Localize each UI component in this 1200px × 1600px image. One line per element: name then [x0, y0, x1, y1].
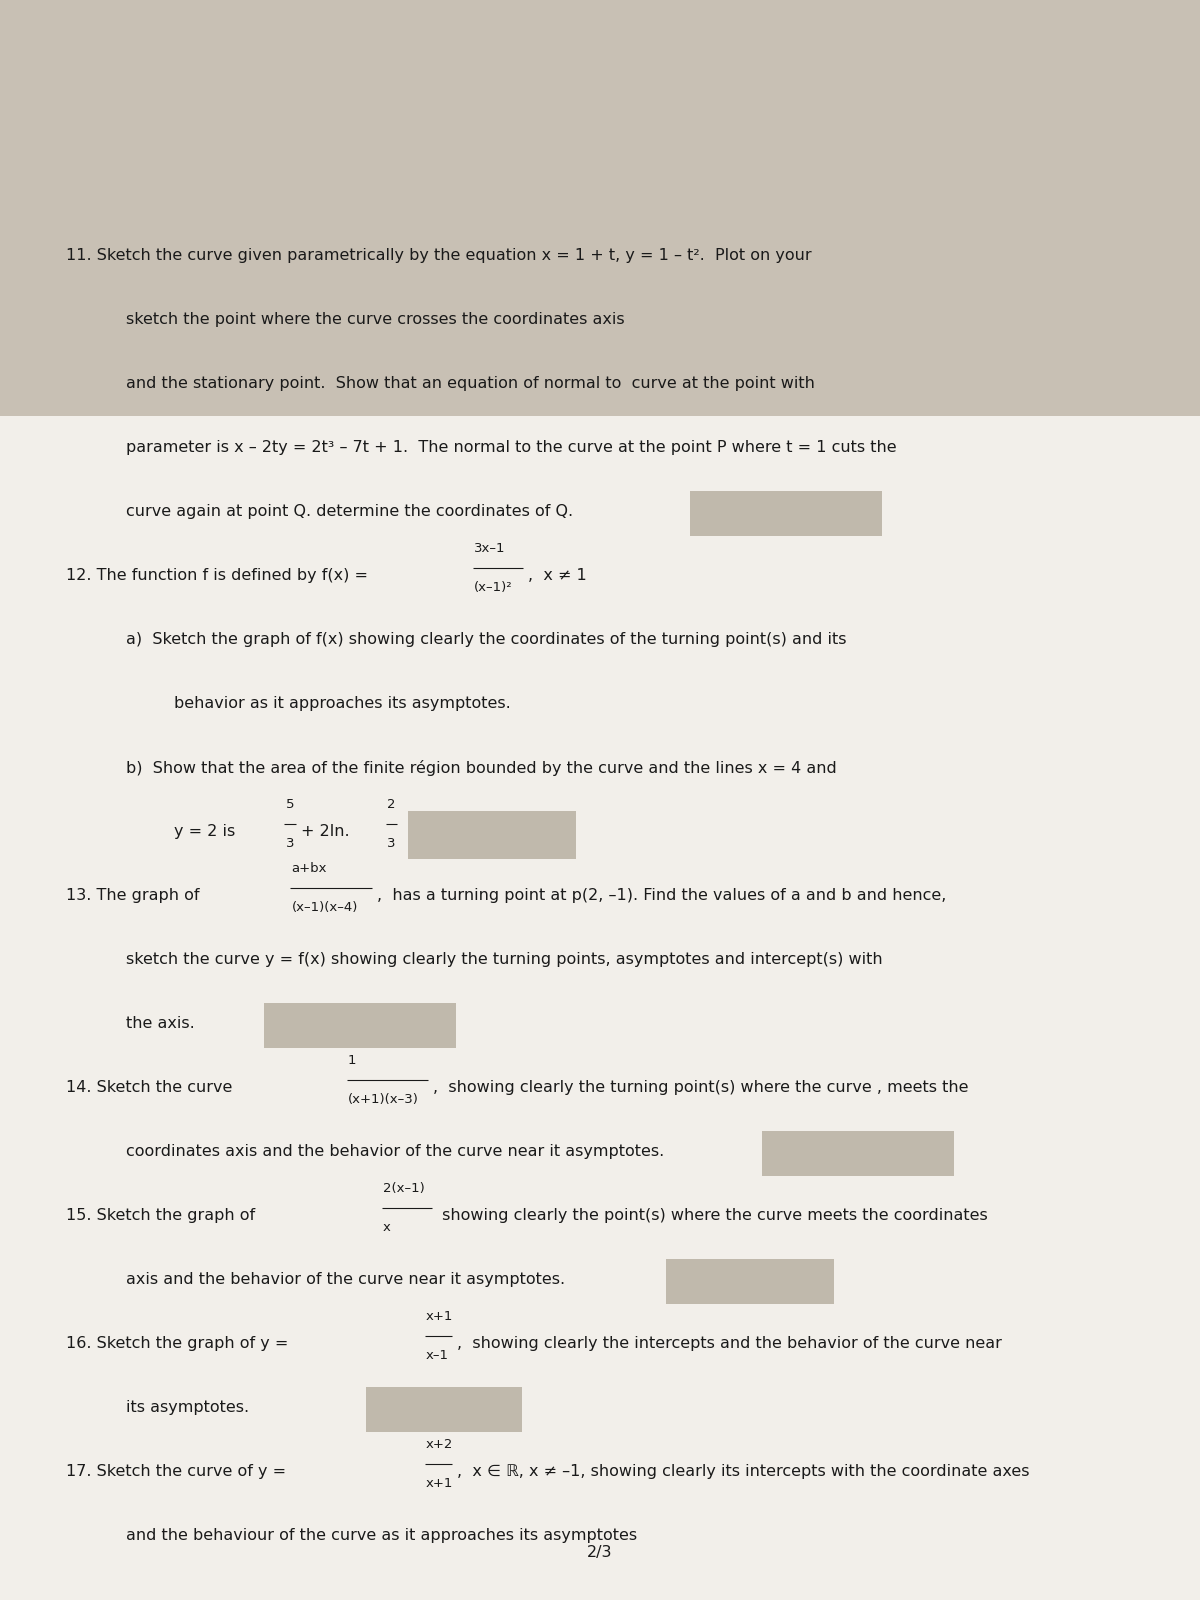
- Text: 12. The function f is defined by f(x) =: 12. The function f is defined by f(x) =: [66, 568, 368, 582]
- Text: 3: 3: [386, 837, 396, 850]
- Text: 2: 2: [386, 798, 396, 811]
- Text: coordinates axis and the behavior of the curve near it asymptotes.: coordinates axis and the behavior of the…: [126, 1144, 665, 1158]
- Text: ,  x ∈ ℝ, x ≠ –1, showing clearly its intercepts with the coordinate axes: , x ∈ ℝ, x ≠ –1, showing clearly its int…: [457, 1464, 1030, 1478]
- Text: ,  x ≠ 1: , x ≠ 1: [528, 568, 587, 582]
- FancyBboxPatch shape: [690, 491, 882, 536]
- FancyBboxPatch shape: [762, 1131, 954, 1176]
- Text: behavior as it approaches its asymptotes.: behavior as it approaches its asymptotes…: [174, 696, 511, 710]
- Text: showing clearly the point(s) where the curve meets the coordinates: showing clearly the point(s) where the c…: [437, 1208, 988, 1222]
- Text: x+1: x+1: [426, 1477, 454, 1490]
- Text: its asymptotes.: its asymptotes.: [126, 1400, 250, 1414]
- Text: 2(x–1): 2(x–1): [383, 1182, 425, 1195]
- Text: 16. Sketch the graph of y =: 16. Sketch the graph of y =: [66, 1336, 288, 1350]
- Text: + 2ln.: + 2ln.: [301, 824, 349, 838]
- Text: the axis.: the axis.: [126, 1016, 194, 1030]
- Text: curve again at point Q. determine the coordinates of Q.: curve again at point Q. determine the co…: [126, 504, 574, 518]
- FancyBboxPatch shape: [666, 1259, 834, 1304]
- Text: ,  has a turning point at p(2, –1). Find the values of a and b and hence,: , has a turning point at p(2, –1). Find …: [377, 888, 946, 902]
- Text: 1: 1: [348, 1054, 356, 1067]
- FancyBboxPatch shape: [0, 416, 1200, 1600]
- Text: 11. Sketch the curve given parametrically by the equation x = 1 + t, y = 1 – t².: 11. Sketch the curve given parametricall…: [66, 248, 811, 262]
- Text: b)  Show that the area of the finite région bounded by the curve and the lines x: b) Show that the area of the finite régi…: [126, 760, 836, 776]
- Text: x+2: x+2: [426, 1438, 454, 1451]
- Text: and the behaviour of the curve as it approaches its asymptotes: and the behaviour of the curve as it app…: [126, 1528, 637, 1542]
- Text: x–1: x–1: [426, 1349, 449, 1362]
- Text: 14. Sketch the curve: 14. Sketch the curve: [66, 1080, 238, 1094]
- FancyBboxPatch shape: [366, 1387, 522, 1432]
- FancyBboxPatch shape: [264, 1003, 456, 1048]
- Text: 3x–1: 3x–1: [474, 542, 505, 555]
- Text: sketch the point where the curve crosses the coordinates axis: sketch the point where the curve crosses…: [126, 312, 625, 326]
- Text: x: x: [383, 1221, 391, 1234]
- Text: a)  Sketch the graph of f(x) showing clearly the coordinates of the turning poin: a) Sketch the graph of f(x) showing clea…: [126, 632, 846, 646]
- Text: parameter is x – 2ty = 2t³ – 7t + 1.  The normal to the curve at the point P whe: parameter is x – 2ty = 2t³ – 7t + 1. The…: [126, 440, 896, 454]
- Text: x+1: x+1: [426, 1310, 454, 1323]
- Text: 2/3: 2/3: [587, 1546, 613, 1560]
- Text: ,  showing clearly the turning point(s) where the curve , meets the: , showing clearly the turning point(s) w…: [433, 1080, 968, 1094]
- Text: 13. The graph of: 13. The graph of: [66, 888, 205, 902]
- Text: and the stationary point.  Show that an equation of normal to  curve at the poin: and the stationary point. Show that an e…: [126, 376, 815, 390]
- Text: axis and the behavior of the curve near it asymptotes.: axis and the behavior of the curve near …: [126, 1272, 565, 1286]
- Text: 15. Sketch the graph of: 15. Sketch the graph of: [66, 1208, 256, 1222]
- Text: 17. Sketch the curve of y =: 17. Sketch the curve of y =: [66, 1464, 286, 1478]
- FancyBboxPatch shape: [408, 811, 576, 859]
- Text: (x–1)²: (x–1)²: [474, 581, 512, 594]
- Text: 5: 5: [286, 798, 294, 811]
- Text: (x–1)(x–4): (x–1)(x–4): [292, 901, 358, 914]
- Text: (x+1)(x–3): (x+1)(x–3): [348, 1093, 419, 1106]
- Text: sketch the curve y = f(x) showing clearly the turning points, asymptotes and int: sketch the curve y = f(x) showing clearl…: [126, 952, 883, 966]
- Text: 3: 3: [286, 837, 294, 850]
- Text: a+bx: a+bx: [292, 862, 328, 875]
- Text: y = 2 is: y = 2 is: [174, 824, 240, 838]
- Text: ,  showing clearly the intercepts and the behavior of the curve near: , showing clearly the intercepts and the…: [457, 1336, 1002, 1350]
